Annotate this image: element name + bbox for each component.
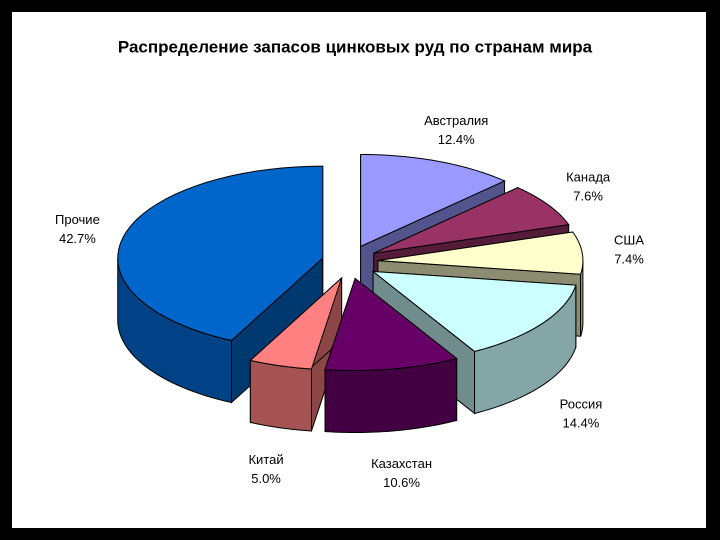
slice	[360, 153, 506, 248]
category-label: Прочие	[55, 212, 100, 227]
slice	[249, 276, 343, 370]
pie	[117, 153, 584, 434]
value-label: 7.4%	[614, 252, 644, 267]
category-label: Австралия	[424, 113, 488, 128]
category-label: Казахстан	[371, 456, 432, 471]
slice-wall	[249, 359, 312, 432]
value-label: 5.0%	[251, 471, 281, 486]
value-label: 12.4%	[438, 132, 475, 147]
value-label: 42.7%	[59, 231, 96, 246]
labels: Австралия 12.4% Канада 7.6% США 7.4% Россия 14.…	[55, 113, 644, 490]
value-label: 14.4%	[562, 416, 599, 431]
value-label: 10.6%	[383, 475, 420, 490]
slice	[324, 277, 458, 372]
slice	[373, 187, 570, 254]
chart-title: Распределение запасов цинковых руд по ст…	[118, 37, 593, 56]
value-label: 7.6%	[573, 189, 603, 204]
slice	[371, 270, 577, 352]
category-label: Россия	[560, 397, 603, 412]
category-label: Канада	[566, 170, 611, 185]
slice	[117, 165, 324, 342]
chart-area	[12, 12, 706, 528]
slice	[377, 231, 584, 275]
category-label: США	[614, 233, 644, 248]
category-label: Китай	[248, 452, 283, 467]
